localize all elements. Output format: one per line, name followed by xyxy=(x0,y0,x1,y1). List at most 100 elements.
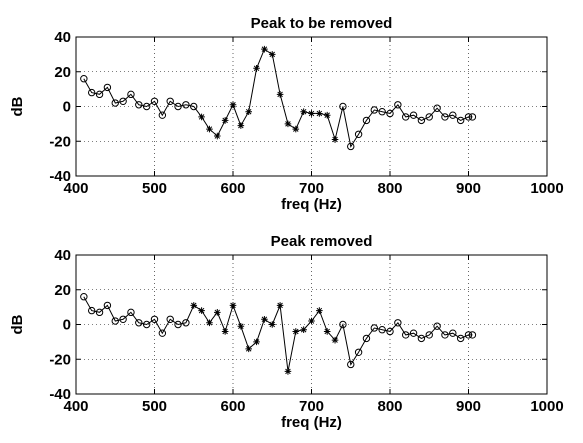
subplot-peak-to-be-removed: 400 500 600 700 800 900 1000 -40 -20 0 20 40 Peak to… xyxy=(9,15,564,213)
x-axis-label: freq (Hz) xyxy=(281,196,342,213)
y-tick-label: 40 xyxy=(54,247,71,264)
data-point-star xyxy=(331,136,339,143)
x-tick-label: 1000 xyxy=(530,398,563,415)
data-point-star xyxy=(323,111,331,119)
data-point-star xyxy=(292,328,300,335)
series-line xyxy=(83,48,473,148)
data-point-star xyxy=(308,110,315,117)
data-point-circle xyxy=(339,102,347,111)
data-point-circle xyxy=(362,116,371,125)
data-point-circle xyxy=(158,111,167,119)
y-axis-label: dB xyxy=(9,314,26,334)
data-point-circle xyxy=(347,142,355,151)
y-tick-label: -40 xyxy=(49,386,71,403)
data-point-circle xyxy=(425,331,433,339)
data-point-star xyxy=(300,326,307,334)
x-tick-label: 600 xyxy=(220,180,245,197)
data-point-circle xyxy=(111,317,119,325)
data-point-circle xyxy=(370,324,378,332)
y-tick-label: -20 xyxy=(49,351,71,368)
data-point-circle xyxy=(409,111,418,119)
x-tick-label: 600 xyxy=(220,398,245,415)
data-point-star xyxy=(245,345,252,353)
x-tick-label: 400 xyxy=(63,398,88,415)
data-point-circle xyxy=(190,102,198,111)
data-point-star xyxy=(316,110,323,117)
data-point-circle xyxy=(95,90,104,99)
data-point-star xyxy=(190,302,198,309)
y-tick-label: 20 xyxy=(54,64,71,81)
data-point-circle xyxy=(339,320,347,329)
data-point-star xyxy=(221,328,229,335)
data-point-circle xyxy=(174,320,182,329)
y-tick-label: 40 xyxy=(54,29,71,46)
data-point-star xyxy=(323,328,331,335)
data-point-circle xyxy=(103,301,112,310)
data-point-star xyxy=(261,45,268,53)
data-point-star xyxy=(206,319,213,327)
data-point-circle xyxy=(362,334,371,343)
data-point-star xyxy=(276,91,284,98)
data-point-circle xyxy=(150,315,159,323)
data-point-circle xyxy=(142,320,151,329)
data-point-circle xyxy=(394,319,402,327)
data-point-circle xyxy=(464,113,473,121)
data-point-star xyxy=(237,122,245,129)
data-point-star xyxy=(237,322,245,330)
x-tick-label: 1000 xyxy=(530,180,563,197)
data-point-circle xyxy=(433,322,441,330)
data-point-circle xyxy=(80,75,88,83)
data-point-circle xyxy=(166,315,174,323)
data-point-star xyxy=(300,108,307,116)
data-point-circle xyxy=(417,116,426,125)
data-point-star xyxy=(245,108,252,116)
data-point-circle xyxy=(158,329,167,337)
data-point-circle xyxy=(386,109,394,118)
data-point-circle xyxy=(135,101,143,109)
data-point-circle xyxy=(127,90,135,99)
x-tick-label: 500 xyxy=(142,180,167,197)
data-point-circle xyxy=(119,97,127,105)
data-point-circle xyxy=(88,306,96,315)
subplot-peak-removed: 400 500 600 700 800 900 1000 -40 -20 0 20 40 Peak re… xyxy=(9,233,564,431)
data-point-star xyxy=(268,321,276,328)
data-point-circle xyxy=(394,101,402,109)
y-tick-label: -20 xyxy=(49,133,71,150)
data-point-circle xyxy=(468,331,477,339)
data-point-circle xyxy=(347,360,355,369)
data-point-star xyxy=(229,302,237,309)
x-tick-label: 800 xyxy=(377,398,402,415)
data-point-star xyxy=(214,132,221,140)
data-point-circle xyxy=(142,102,151,111)
data-point-circle xyxy=(402,113,410,121)
data-point-circle xyxy=(402,331,410,339)
x-tick-label: 500 xyxy=(142,398,167,415)
data-point-star xyxy=(253,338,260,346)
data-point-circle xyxy=(441,331,449,339)
data-point-circle xyxy=(378,108,386,116)
data-point-circle xyxy=(166,97,174,105)
data-point-circle xyxy=(409,329,418,337)
data-point-star xyxy=(284,368,292,375)
data-point-circle xyxy=(354,130,363,139)
data-point-circle xyxy=(127,308,135,317)
data-point-star xyxy=(316,307,323,314)
x-tick-label: 700 xyxy=(299,180,324,197)
data-point-star xyxy=(308,317,315,325)
data-point-star xyxy=(253,64,260,72)
data-point-star xyxy=(229,101,237,109)
data-point-star xyxy=(198,113,205,121)
data-point-circle xyxy=(417,334,426,343)
data-point-circle xyxy=(80,293,88,301)
data-point-circle xyxy=(103,83,112,92)
data-point-circle xyxy=(464,331,473,339)
data-point-star xyxy=(268,51,276,58)
y-tick-label: 20 xyxy=(54,282,71,299)
data-point-circle xyxy=(182,319,190,327)
data-point-circle xyxy=(425,113,433,121)
data-point-star xyxy=(214,309,221,316)
data-point-circle xyxy=(354,348,363,356)
data-point-star xyxy=(221,117,229,124)
data-point-circle xyxy=(370,106,378,114)
x-tick-label: 900 xyxy=(456,180,481,197)
